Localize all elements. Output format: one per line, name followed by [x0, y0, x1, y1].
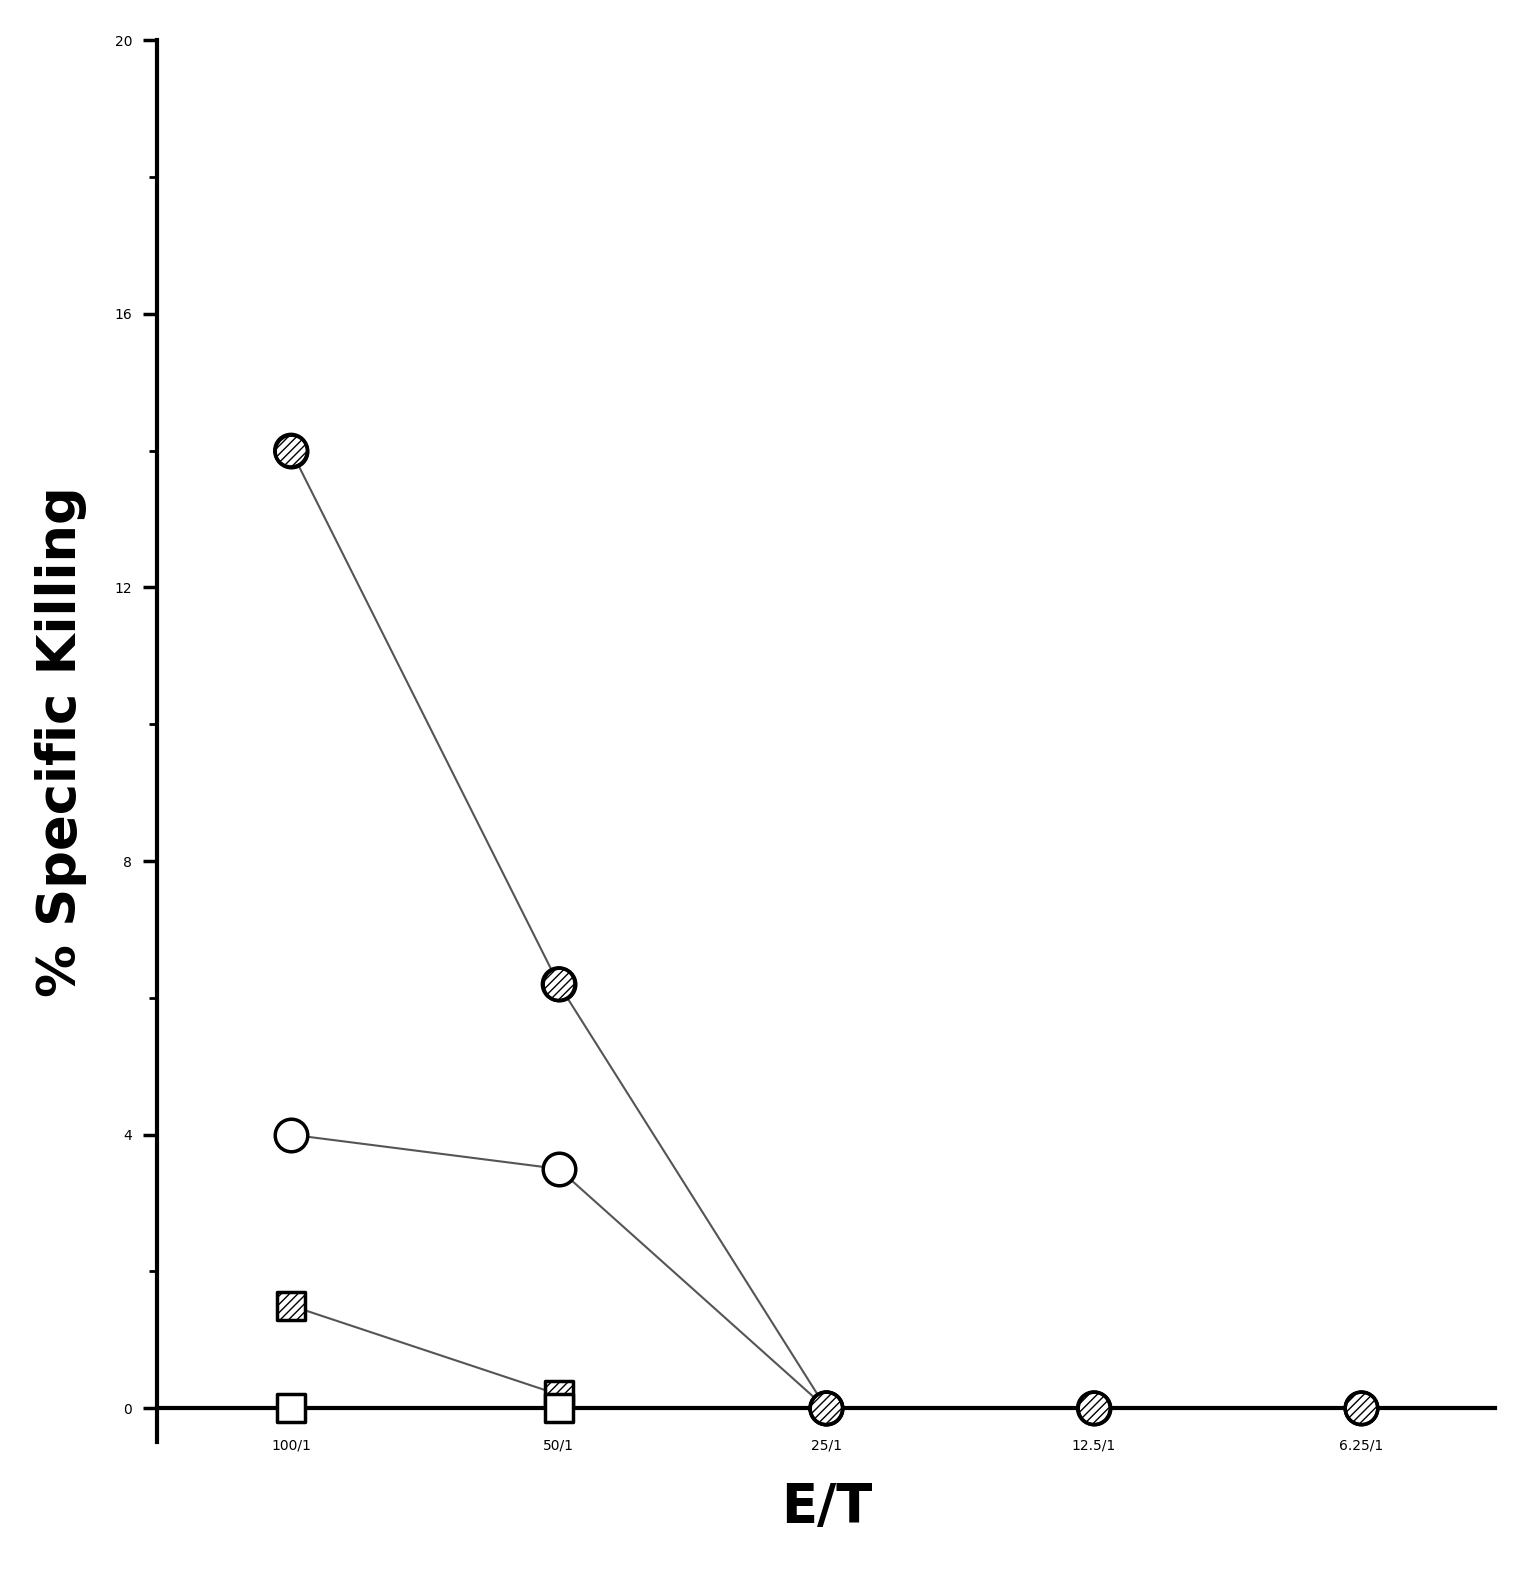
Point: [546, 1396, 571, 1421]
Point: [546, 1382, 571, 1407]
Point: [814, 1396, 838, 1421]
Point: [814, 1396, 838, 1421]
Point: [278, 1122, 303, 1148]
Point: [278, 439, 303, 464]
Point: [1082, 1396, 1106, 1421]
X-axis label: E/T: E/T: [780, 1481, 872, 1533]
Point: [278, 1396, 303, 1421]
Point: [278, 439, 303, 464]
Point: [814, 1396, 838, 1421]
Point: [546, 971, 571, 997]
Point: [546, 971, 571, 997]
Point: [278, 1294, 303, 1319]
Point: [1349, 1396, 1374, 1421]
Point: [1349, 1396, 1374, 1421]
Point: [546, 1157, 571, 1182]
Y-axis label: % Specific Killing: % Specific Killing: [35, 486, 87, 997]
Point: [1082, 1396, 1106, 1421]
